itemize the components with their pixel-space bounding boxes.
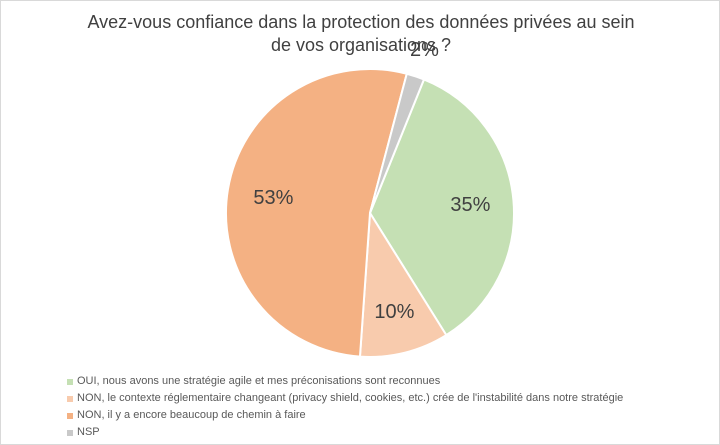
pie-slice-oui [368,78,515,337]
legend-item-oui: OUI, nous avons une stratégie agile et m… [67,373,623,390]
data-label-non-chemin: 53% [253,187,293,209]
chart-title-line-1: Avez-vous confiance dans la protection d… [87,12,635,32]
data-label-nsp: 2% [410,39,439,61]
legend-item-non-chemin: NON, il y a encore beaucoup de chemin à … [67,407,623,424]
legend-item-nsp: NSP [67,424,623,441]
pie-slice-nsp [369,72,426,214]
chart-title: Avez-vous confiance dans la protection d… [61,11,661,57]
legend-label-oui: OUI, nous avons une stratégie agile et m… [77,375,441,387]
legend-swatch-non-contexte [67,395,73,402]
legend-label-non-chemin: NON, il y a encore beaucoup de chemin à … [77,409,306,421]
data-label-non-contexte: 10% [374,301,414,323]
pie-slice-non-contexte [358,209,448,358]
legend-label-non-contexte: NON, le contexte réglementaire changeant… [77,392,624,404]
legend-swatch-non-chemin [67,412,73,419]
data-label-oui: 35% [450,194,490,216]
chart-title-line-2: de vos organisations ? [270,35,452,55]
legend-swatch-oui [67,378,73,385]
legend-label-nsp: NSP [77,426,100,438]
chart-legend: OUI, nous avons une stratégie agile et m… [67,373,623,441]
legend-swatch-nsp [67,429,73,436]
legend-item-non-contexte: NON, le contexte réglementaire changeant… [67,390,623,407]
pie-slice-non-chemin [225,68,409,358]
